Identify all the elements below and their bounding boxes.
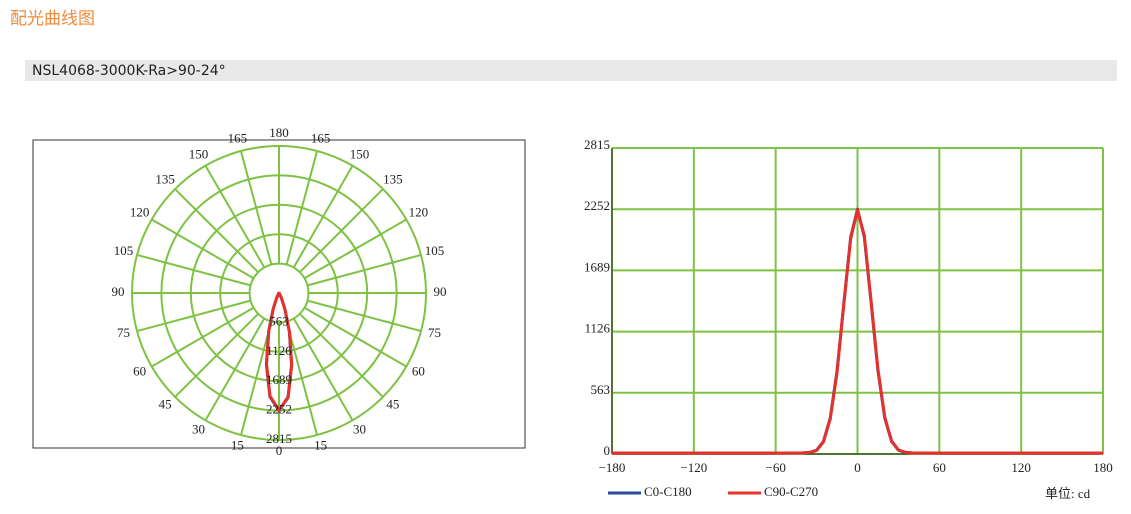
legend-label: C0-C180 xyxy=(644,484,692,499)
angle-label: 45 xyxy=(386,396,399,411)
x-tick-label: −60 xyxy=(765,460,785,475)
y-tick-label: 2815 xyxy=(584,137,610,152)
ring xyxy=(248,262,310,324)
x-tick-label: 120 xyxy=(1011,460,1031,475)
angle-label: 75 xyxy=(117,325,130,340)
angle-label: 60 xyxy=(412,363,425,378)
angle-label: 120 xyxy=(409,204,429,219)
angle-label: 90 xyxy=(434,284,447,299)
y-tick-label: 1689 xyxy=(584,259,610,274)
x-tick-label: −180 xyxy=(599,460,626,475)
polar-frame xyxy=(32,139,526,449)
angle-label: 120 xyxy=(130,204,150,219)
radius-label: 1689 xyxy=(266,372,292,387)
angle-label: 15 xyxy=(314,438,327,453)
x-tick-label: −120 xyxy=(680,460,707,475)
angle-label: 75 xyxy=(428,325,441,340)
product-name: NSL4068-3000K-Ra>90-24° xyxy=(32,63,226,79)
product-bar xyxy=(25,60,1117,81)
angle-label: 105 xyxy=(425,243,445,258)
ring xyxy=(131,145,427,441)
angle-label: 105 xyxy=(114,243,134,258)
radius-label: 563 xyxy=(269,313,289,328)
heading: 配光曲线图 xyxy=(10,9,95,29)
angle-label: 135 xyxy=(383,172,403,187)
ring xyxy=(219,233,339,353)
angle-label: 165 xyxy=(228,130,248,145)
angle-label: 0 xyxy=(276,443,283,458)
unit-label: 单位: cd xyxy=(1045,486,1091,501)
angle-label: 30 xyxy=(353,422,366,437)
legend-label: C90-C270 xyxy=(764,484,818,499)
polar-curve xyxy=(264,291,294,413)
radius-label: 2252 xyxy=(266,402,292,417)
angle-label: 45 xyxy=(159,396,172,411)
angle-label: 165 xyxy=(311,130,331,145)
angle-label: 90 xyxy=(112,284,125,299)
angle-label: 135 xyxy=(155,172,175,187)
angle-label: 150 xyxy=(350,146,370,161)
series-line xyxy=(612,208,1103,455)
angle-label: 150 xyxy=(189,146,209,161)
angle-label: 60 xyxy=(133,363,146,378)
y-tick-label: 1126 xyxy=(584,321,610,336)
angle-label: 15 xyxy=(231,438,244,453)
y-tick-label: 2252 xyxy=(584,198,610,213)
ring xyxy=(189,203,369,383)
y-tick-label: 0 xyxy=(604,443,611,458)
x-tick-label: 0 xyxy=(854,460,861,475)
x-tick-label: 180 xyxy=(1093,460,1113,475)
angle-label: 30 xyxy=(192,422,205,437)
y-tick-label: 563 xyxy=(591,382,611,397)
x-tick-label: 60 xyxy=(933,460,946,475)
radius-label: 2815 xyxy=(266,431,292,446)
radius-label: 1126 xyxy=(266,343,292,358)
angle-label: 180 xyxy=(269,125,289,140)
